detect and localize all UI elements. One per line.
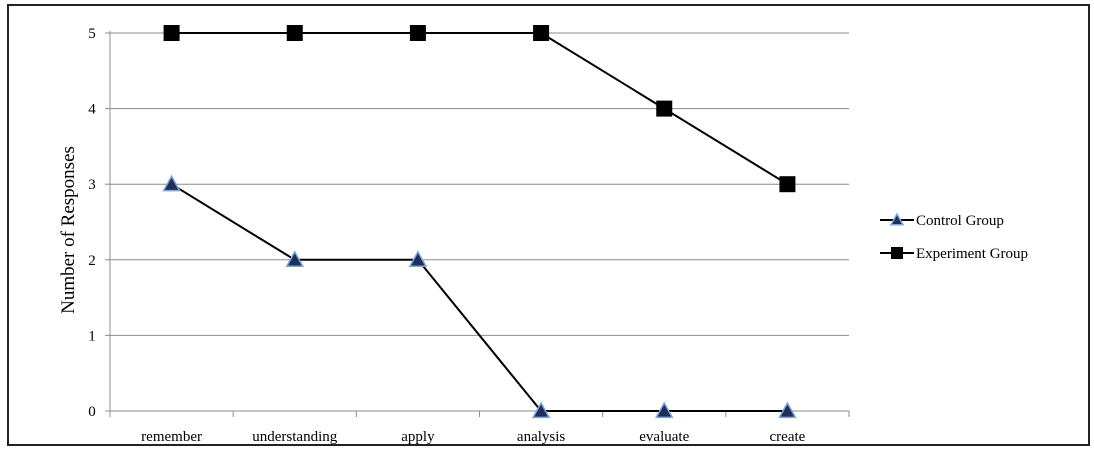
legend-marker <box>891 247 903 259</box>
data-point <box>163 25 180 41</box>
series-group <box>162 25 797 419</box>
data-point <box>778 401 797 419</box>
x-tick-label: evaluate <box>639 429 689 445</box>
data-point <box>531 401 551 419</box>
x-tick-label: analysis <box>517 429 565 445</box>
legend-item: Experiment Group <box>880 246 1028 262</box>
figure-border <box>7 4 1090 446</box>
y-tick-label: 0 <box>88 404 96 420</box>
data-point <box>285 250 305 267</box>
y-axis-title: Number of Responses <box>58 146 79 314</box>
data-point <box>533 25 550 41</box>
legend-label: Control Group <box>916 213 1004 229</box>
data-point <box>286 25 303 41</box>
y-tick-label: 3 <box>88 177 96 193</box>
series-2 <box>163 25 796 193</box>
data-point <box>779 176 796 193</box>
y-tick-label: 2 <box>88 253 96 269</box>
series-1 <box>162 174 797 419</box>
x-tick-labels: remember understanding apply analysis evalua… <box>141 429 805 445</box>
x-tick-label: remember <box>141 429 202 445</box>
axes <box>105 31 850 417</box>
series-line <box>171 183 788 412</box>
data-point <box>654 401 674 419</box>
y-tick-label: 1 <box>88 328 96 344</box>
y-tick-label: 5 <box>88 26 96 42</box>
series-line <box>171 32 788 186</box>
legend-marker <box>889 212 905 226</box>
data-point <box>408 250 428 267</box>
legend-item: Control Group <box>880 212 1004 229</box>
legend: Control Group Experiment Group <box>880 212 1028 262</box>
x-tick-label: understanding <box>252 429 337 445</box>
x-tick-label: create <box>770 429 806 445</box>
data-point <box>162 174 181 192</box>
data-point <box>409 25 426 41</box>
y-tick-labels: 0 1 2 3 4 5 <box>88 26 96 420</box>
legend-label: Experiment Group <box>916 246 1028 262</box>
y-tick-label: 4 <box>88 102 96 118</box>
x-tick-label: apply <box>401 429 435 445</box>
data-point <box>656 100 673 117</box>
gridlines <box>110 32 849 412</box>
